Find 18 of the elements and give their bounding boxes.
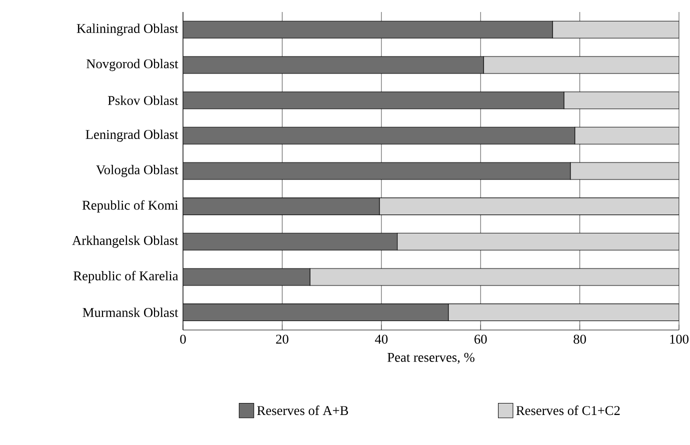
x-tick-label: 80 [574, 334, 586, 344]
x-tick-label: 60 [474, 334, 487, 344]
x-tick-label: 0 [180, 334, 186, 344]
y-tick-label: Arkhangelsk Oblast [72, 236, 178, 248]
y-tick-label: Pskov Oblast [108, 96, 178, 106]
x-tick-label: 40 [374, 334, 388, 344]
x-tick-label: 20 [276, 334, 288, 344]
y-tick-label: Republic of Komi [82, 200, 178, 212]
y-tick-label: Kaliningrad Oblast [76, 24, 178, 36]
x-tick-label: 100 [670, 334, 688, 344]
x-axis-title: Peat reserves, % [388, 352, 474, 364]
y-tick-label: Murmansk Oblast [82, 308, 178, 318]
legend-label: Reserves of A+B [257, 406, 348, 416]
y-tick-label: Republic of Karelia [74, 270, 178, 284]
y-tick-label: Novgorod Oblast [86, 58, 178, 72]
y-tick-label: Vologda Oblast [96, 164, 178, 178]
y-tick-label: Leningrad Oblast [86, 130, 178, 142]
legend-label: Reserves of C1+C2 [516, 406, 620, 416]
